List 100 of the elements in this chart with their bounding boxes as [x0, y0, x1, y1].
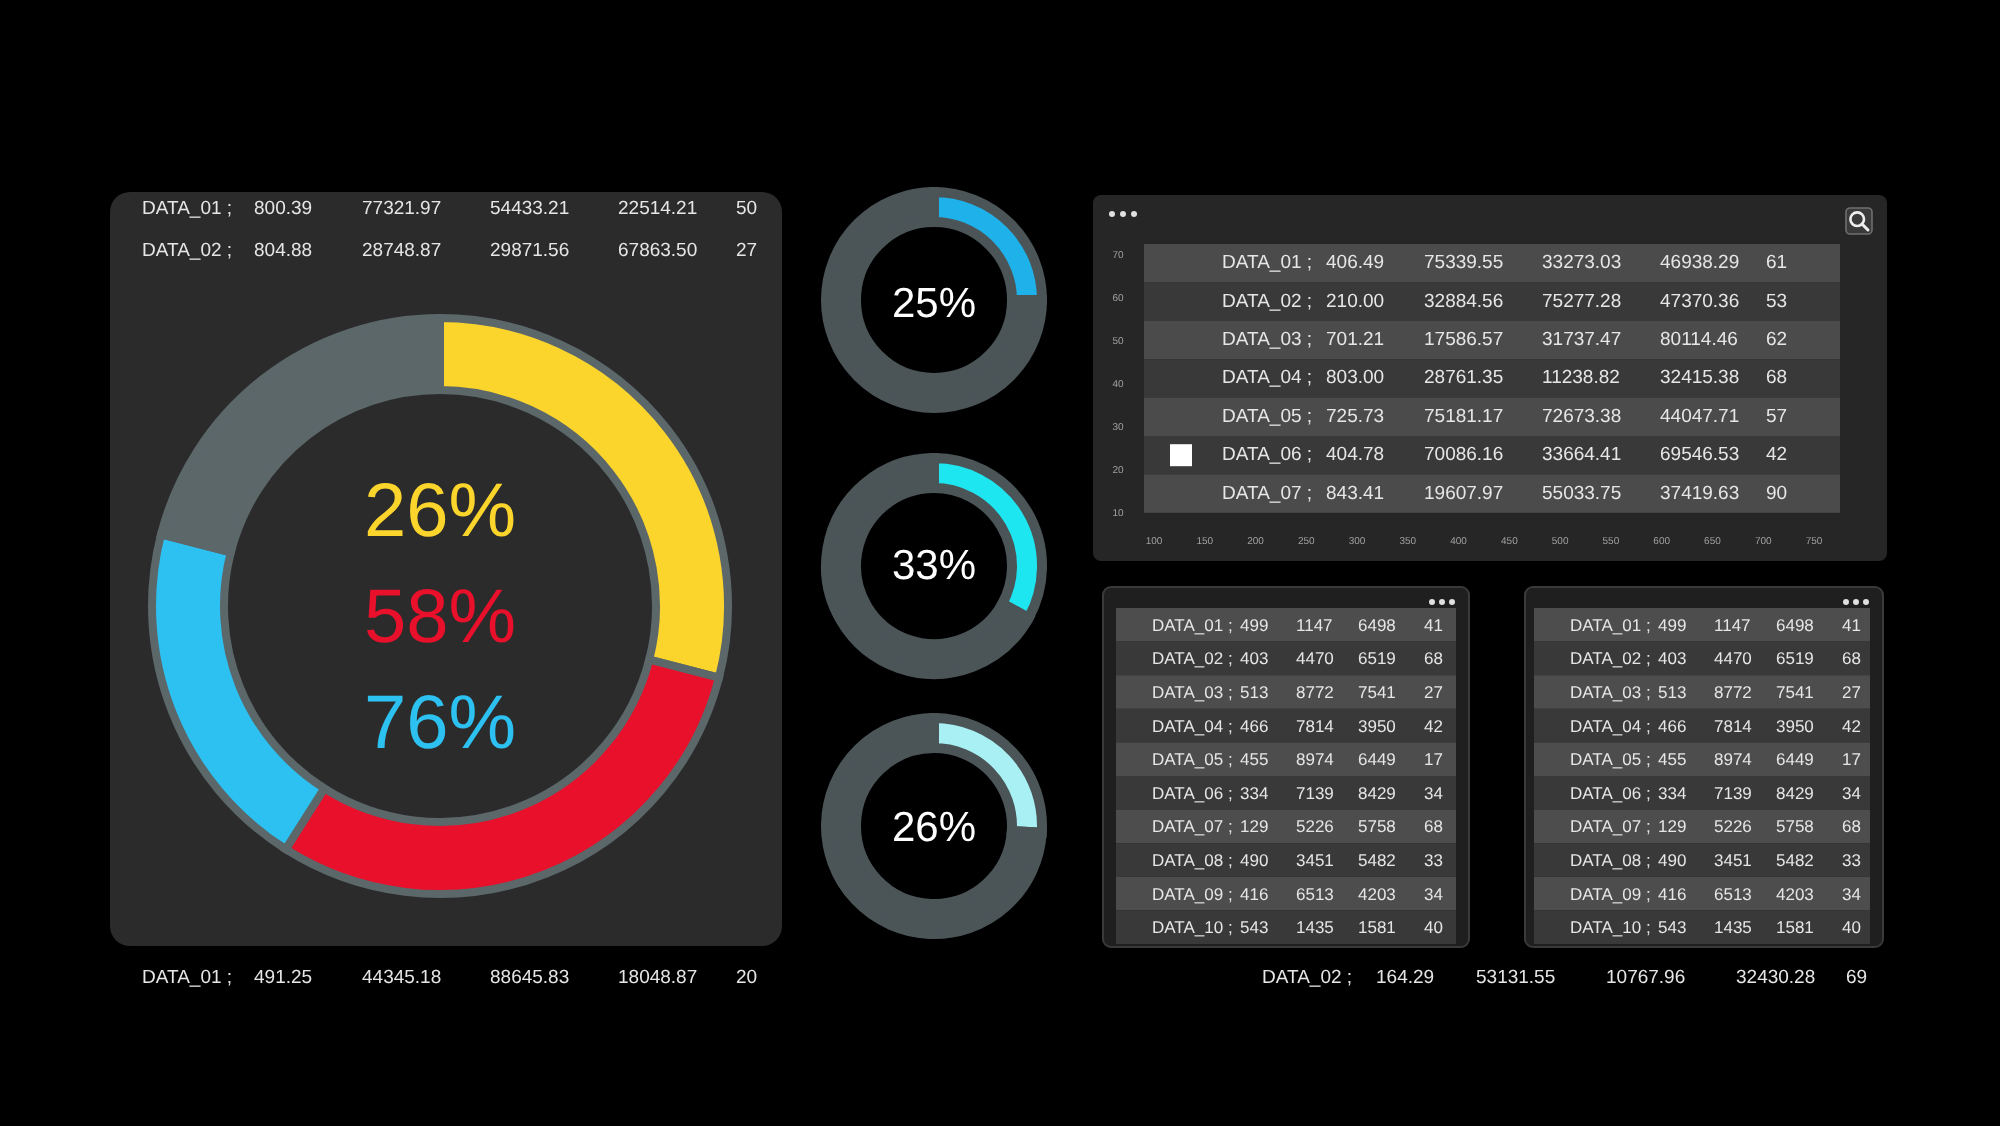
- annotation: 68: [1766, 367, 1788, 390]
- annotation: 11238.82: [1542, 367, 1620, 390]
- text: 40: [1424, 917, 1444, 938]
- annotation: 47370.36: [1660, 290, 1740, 313]
- text: 40: [1842, 917, 1862, 938]
- text: 34: [1424, 782, 1444, 803]
- text: 3451: [1714, 850, 1753, 870]
- text: DATA_05 ;: [1152, 749, 1233, 770]
- text: 88645.83: [490, 967, 570, 989]
- text: 32430.28: [1736, 967, 1816, 989]
- annotation: 37419.63: [1660, 482, 1740, 505]
- text: 33: [1424, 850, 1444, 870]
- text: 17: [1842, 749, 1862, 770]
- text: DATA_09 ;: [1570, 883, 1651, 904]
- text: 58%: [363, 576, 517, 660]
- text: 800.39: [254, 198, 313, 220]
- text: 25%: [891, 281, 977, 327]
- text: 466: [1658, 715, 1687, 736]
- annotation: 28761.35: [1424, 367, 1504, 390]
- text: 1435: [1714, 917, 1753, 938]
- annotation: 69546.53: [1660, 444, 1740, 467]
- annotation: 843.41: [1326, 482, 1385, 505]
- text: 28748.87: [362, 240, 442, 262]
- annotation: 53: [1766, 290, 1788, 313]
- text: 26%: [363, 470, 517, 554]
- text: 7814: [1296, 715, 1335, 736]
- text: 513: [1658, 682, 1687, 702]
- text: 5482: [1776, 850, 1815, 870]
- text: 6498: [1776, 614, 1815, 635]
- text: 8429: [1776, 782, 1815, 803]
- text: 7139: [1714, 782, 1753, 803]
- text: 3950: [1776, 715, 1815, 736]
- text: 499: [1240, 614, 1269, 635]
- text: 3451: [1296, 850, 1335, 870]
- text: 67863.50: [618, 240, 698, 262]
- text: 490: [1240, 850, 1269, 870]
- text: DATA_01 ;: [142, 198, 233, 220]
- text: 68: [1424, 816, 1444, 837]
- text: 416: [1658, 883, 1687, 904]
- annotation: 75339.55: [1424, 252, 1504, 275]
- annotation: 90: [1766, 482, 1788, 505]
- text: 1147: [1296, 614, 1334, 635]
- text: 8772: [1296, 682, 1335, 702]
- text: 33: [1842, 850, 1862, 870]
- text: DATA_10 ;: [1152, 917, 1233, 938]
- text: 5758: [1776, 816, 1815, 837]
- text: 5226: [1714, 816, 1753, 837]
- annotation: 46938.29: [1660, 252, 1740, 275]
- text: 7814: [1714, 715, 1753, 736]
- text: 334: [1240, 782, 1269, 803]
- text: 18048.87: [618, 967, 698, 989]
- text: 27: [736, 240, 758, 262]
- text: 543: [1658, 917, 1687, 938]
- text: 22514.21: [618, 198, 698, 220]
- text: 34: [1842, 782, 1862, 803]
- annotation: DATA_01 ;: [1222, 252, 1313, 275]
- annotation: 33273.03: [1542, 252, 1622, 275]
- text: 68: [1424, 648, 1444, 669]
- text: 34: [1842, 883, 1862, 904]
- text: DATA_08 ;: [1152, 850, 1233, 870]
- text: DATA_03 ;: [1152, 682, 1233, 702]
- text: 6513: [1296, 883, 1335, 904]
- annotation: 31737.47: [1542, 329, 1622, 351]
- annotation: DATA_06 ;: [1222, 444, 1313, 467]
- text: 416: [1240, 883, 1269, 904]
- text: 4470: [1296, 648, 1335, 669]
- annotation: 70086.16: [1424, 444, 1504, 467]
- annotation: 44047.71: [1660, 405, 1740, 428]
- text: 6519: [1776, 648, 1815, 669]
- text: 499: [1658, 614, 1687, 635]
- text: DATA_08 ;: [1570, 850, 1651, 870]
- text: DATA_04 ;: [1570, 715, 1651, 736]
- text: 7541: [1776, 682, 1815, 702]
- text: 5482: [1358, 850, 1397, 870]
- text: 76%: [363, 682, 517, 766]
- text: 5758: [1358, 816, 1397, 837]
- annotation: 404.78: [1326, 444, 1385, 467]
- annotation: 62: [1766, 329, 1788, 351]
- text: 44345.18: [362, 967, 442, 989]
- text: 20: [736, 967, 758, 989]
- text: 1581: [1358, 917, 1397, 938]
- annotation: DATA_07 ;: [1222, 482, 1313, 505]
- annotation: 701.21: [1326, 329, 1385, 351]
- text: DATA_01 ;: [142, 967, 233, 989]
- text: 50: [736, 198, 758, 220]
- annotation: 725.73: [1326, 405, 1385, 428]
- text: 129: [1240, 816, 1269, 837]
- text: DATA_07 ;: [1570, 816, 1651, 837]
- text: 6498: [1358, 614, 1397, 635]
- text: DATA_02 ;: [1570, 648, 1651, 669]
- text: 455: [1658, 749, 1687, 770]
- text: 6449: [1358, 749, 1397, 770]
- text: 1581: [1776, 917, 1815, 938]
- text: 6449: [1776, 749, 1815, 770]
- text: 1147: [1714, 614, 1752, 635]
- text: DATA_06 ;: [1570, 782, 1651, 803]
- text: 8974: [1714, 749, 1753, 770]
- text: 543: [1240, 917, 1269, 938]
- text: 513: [1240, 682, 1269, 702]
- text: 3950: [1358, 715, 1397, 736]
